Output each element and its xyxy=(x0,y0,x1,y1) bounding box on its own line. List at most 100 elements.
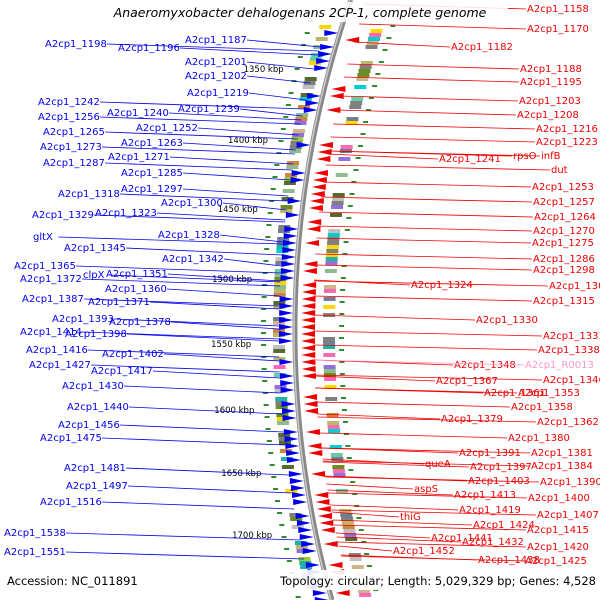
cog-block xyxy=(275,257,288,261)
tick-marks xyxy=(261,20,396,598)
tick-mark xyxy=(261,368,267,370)
leader-line xyxy=(319,432,508,439)
gene-label: A2cp1_1188 xyxy=(520,64,582,75)
tick-mark xyxy=(342,253,348,255)
cog-block xyxy=(302,85,315,89)
leader-line xyxy=(317,416,537,423)
reverse-gene-arrow xyxy=(301,303,316,309)
gene-label: A2cp1_1182 xyxy=(451,42,513,53)
forward-gene-arrow xyxy=(286,450,301,456)
cog-block xyxy=(358,589,370,593)
cog-block xyxy=(298,105,310,109)
cog-block xyxy=(289,513,302,517)
gene-label: A2cp1_1456 xyxy=(58,420,120,431)
gene-label: A2cp1_1440 xyxy=(67,402,129,413)
leader-line xyxy=(327,489,454,496)
tick-mark xyxy=(363,121,369,123)
tick-mark xyxy=(343,241,349,243)
cog-block xyxy=(350,101,363,105)
cog-block xyxy=(327,233,340,237)
tick-mark xyxy=(284,548,290,550)
tick-mark xyxy=(346,457,352,459)
cog-block xyxy=(339,149,352,153)
leader-line xyxy=(65,532,301,541)
cog-block xyxy=(274,281,287,285)
tick-mark xyxy=(358,529,364,531)
cog-block xyxy=(273,365,286,369)
gene-label: A2cp1_1201 xyxy=(185,57,247,68)
leader-line xyxy=(313,280,549,287)
tick-mark xyxy=(339,361,345,363)
tick-mark xyxy=(297,56,303,58)
gene-label: A2cp1_1219 xyxy=(187,88,249,99)
cog-block xyxy=(323,353,336,357)
cog-block xyxy=(345,121,358,125)
tick-mark xyxy=(277,512,283,514)
footer-background xyxy=(4,570,164,590)
gene-label: A2cp1_1381 xyxy=(531,448,593,459)
tick-mark xyxy=(361,541,367,543)
forward-gene-arrow xyxy=(282,240,297,246)
tick-mark xyxy=(275,500,280,502)
tick-mark xyxy=(271,476,277,478)
cog-block xyxy=(290,141,303,145)
leader-line xyxy=(99,116,301,125)
cog-block xyxy=(341,521,354,525)
cog-block xyxy=(344,533,357,537)
forward-gene-arrow xyxy=(305,562,320,568)
cog-block xyxy=(281,465,294,469)
cog-block xyxy=(291,525,304,529)
reverse-gene-arrow xyxy=(317,149,332,155)
cog-block xyxy=(343,529,356,533)
forward-gene-arrow xyxy=(281,254,296,260)
cog-block xyxy=(274,285,286,289)
cog-block xyxy=(273,321,285,325)
leader-line xyxy=(246,75,311,84)
leader-line xyxy=(223,258,282,267)
reverse-gene-arrow xyxy=(323,541,338,547)
tick-mark xyxy=(278,140,284,142)
cog-block xyxy=(335,173,348,177)
cog-block xyxy=(276,245,289,249)
gene-label: A2cp1_1402 xyxy=(102,349,164,360)
cog-block xyxy=(274,273,287,277)
leader-line xyxy=(128,406,283,415)
cog-block xyxy=(287,161,299,165)
leader-line xyxy=(314,375,436,382)
reverse-gene-arrow xyxy=(309,198,324,204)
leader-line xyxy=(104,131,298,140)
cog-block xyxy=(279,441,291,445)
tick-mark xyxy=(261,296,267,298)
cog-block xyxy=(276,241,289,245)
genome-backbone xyxy=(292,0,354,600)
forward-gene-arrow xyxy=(280,275,295,281)
cog-block xyxy=(326,245,339,249)
tick-mark xyxy=(294,68,300,70)
cog-block xyxy=(351,565,364,569)
cog-block xyxy=(319,25,332,29)
cog-block xyxy=(282,189,295,193)
leader-line xyxy=(113,318,280,327)
leader-line xyxy=(330,136,536,143)
cog-block xyxy=(273,293,286,297)
forward-gene-arrow xyxy=(280,380,295,386)
cog-block xyxy=(275,261,288,265)
leader-line xyxy=(104,162,293,171)
forward-gene-arrow xyxy=(296,520,311,526)
gene-label: dut xyxy=(551,165,568,176)
gene-label: A2cp1_1315 xyxy=(533,296,595,307)
gene-label: A2cp1_1353 xyxy=(518,388,580,399)
cog-block xyxy=(340,145,353,149)
forward-gene-arrow xyxy=(302,548,317,554)
leader-line xyxy=(312,314,476,321)
cog-block xyxy=(280,205,293,209)
gene-label: A2cp1_1242 xyxy=(38,97,100,108)
forward-gene-arrow xyxy=(296,142,311,148)
gene-label: A2cp1_1285 xyxy=(121,168,183,179)
leader-line xyxy=(316,237,532,244)
cog-block xyxy=(359,65,372,69)
cog-block xyxy=(315,37,328,41)
tick-mark xyxy=(349,193,355,195)
leader-line xyxy=(170,321,280,330)
cog-block xyxy=(323,305,336,309)
